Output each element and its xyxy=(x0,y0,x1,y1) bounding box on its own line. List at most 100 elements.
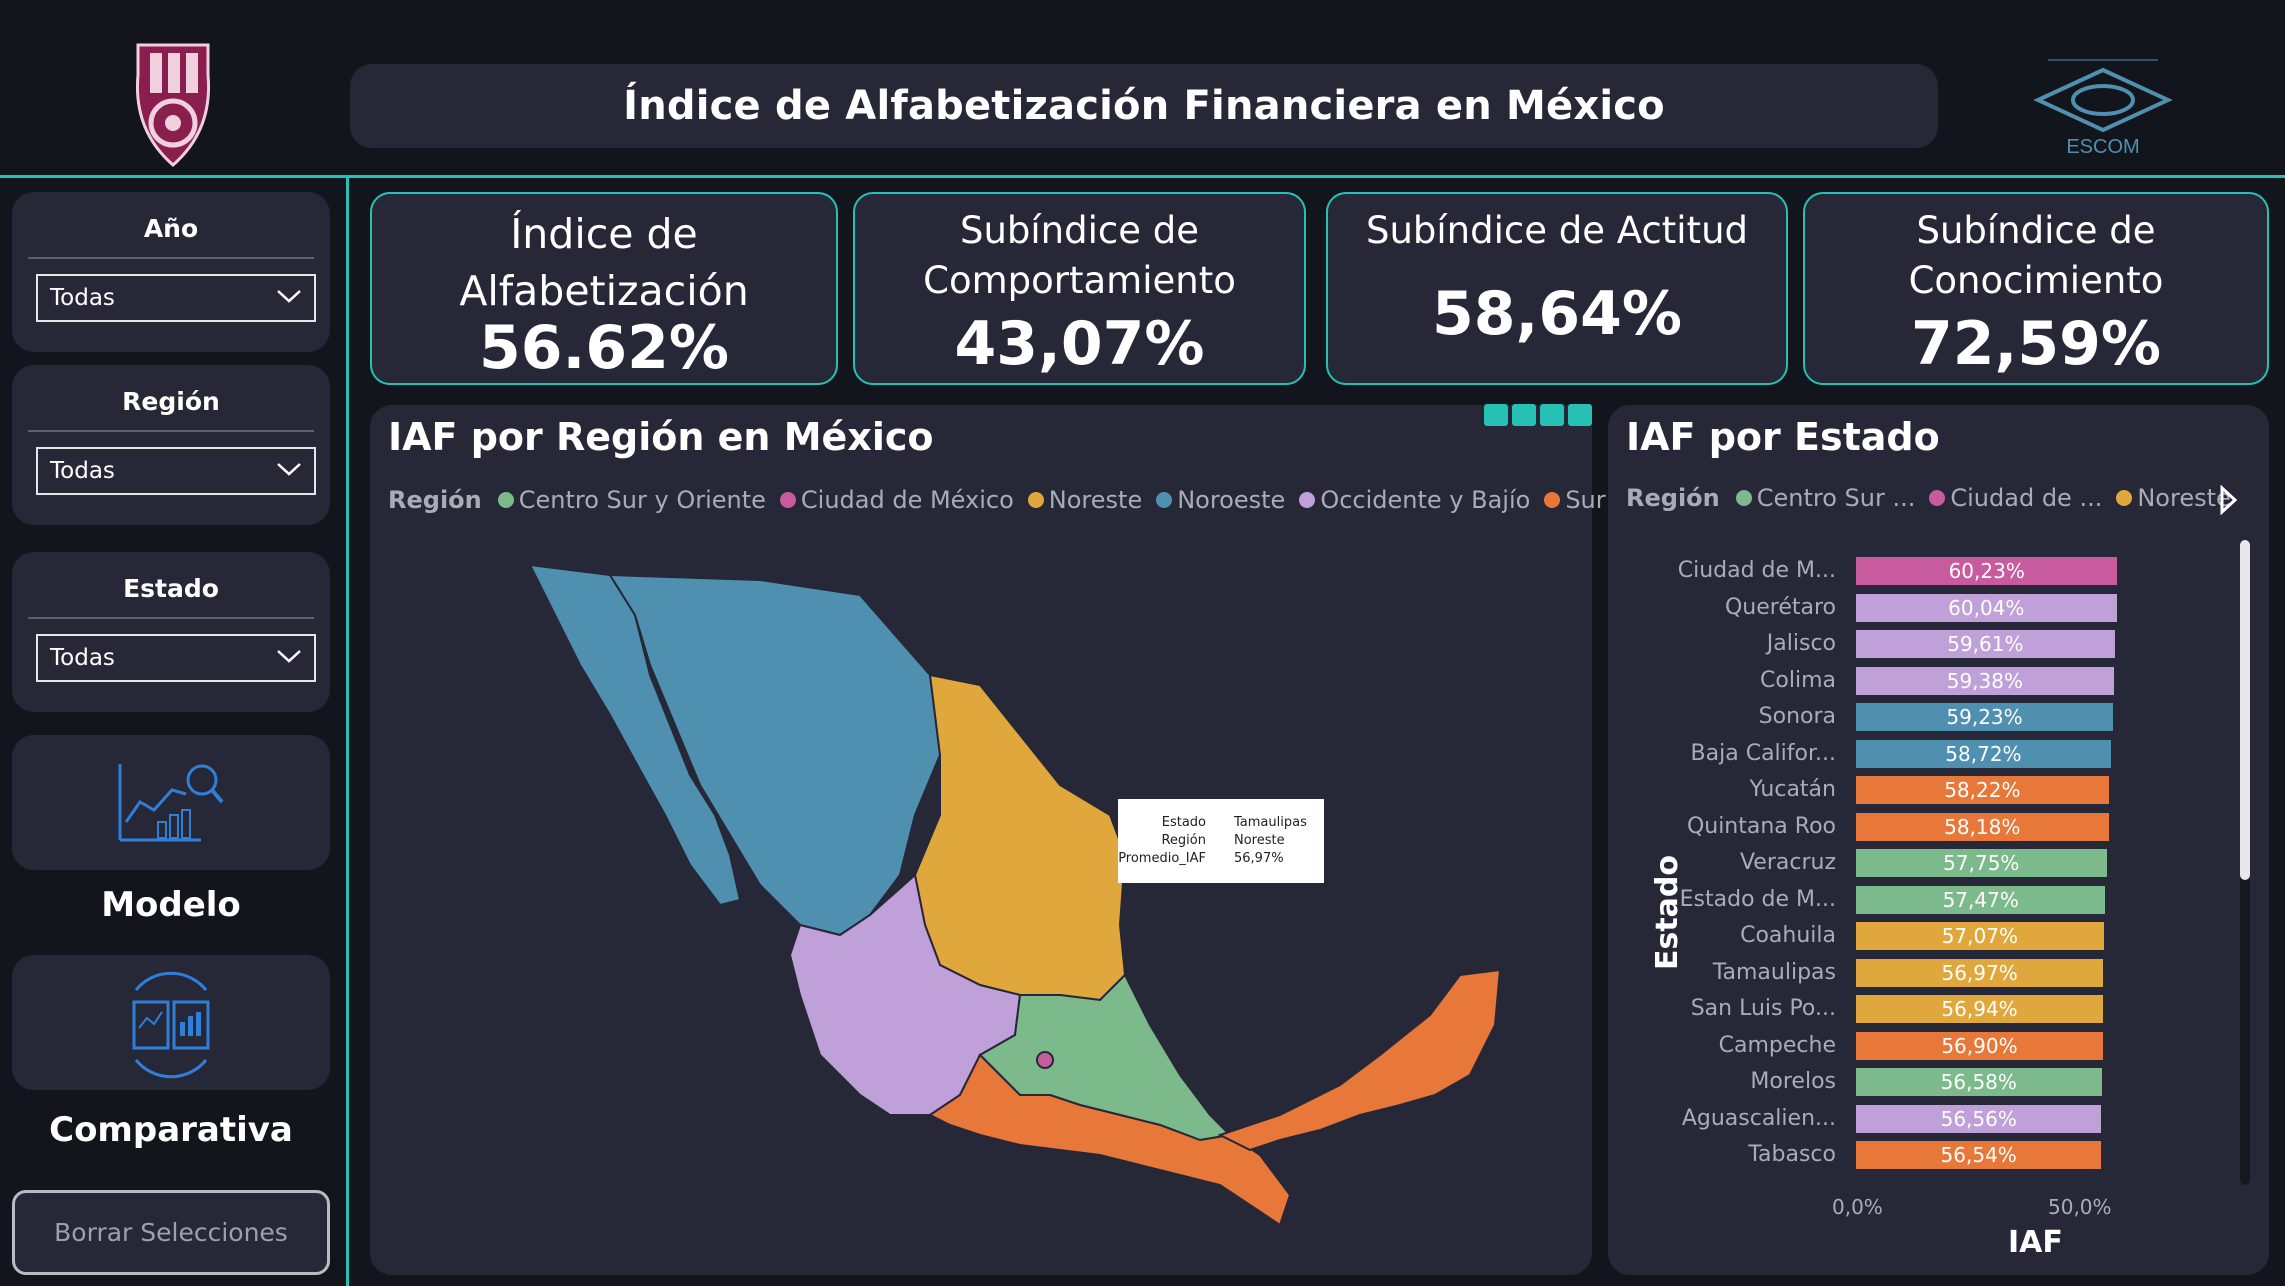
bar-mark[interactable] xyxy=(1856,739,2111,768)
legend-item[interactable]: Sur xyxy=(1544,486,1606,514)
bar-category-label: Aguascalien... xyxy=(1681,1105,1836,1131)
map-legend: Región Centro Sur y Oriente Ciudad de Mé… xyxy=(388,486,1620,514)
tooltip-key: Región xyxy=(1161,833,1206,848)
bar-value-label: 58,22% xyxy=(1944,778,2021,802)
filter-region-card: Región Todas xyxy=(12,365,330,525)
map-title: IAF por Región en México xyxy=(388,415,934,459)
bar-category-label: Sonora xyxy=(1758,704,1836,729)
bar-mark[interactable] xyxy=(1856,776,2109,804)
tooltip-value: Noreste xyxy=(1234,833,1285,848)
kpi-value: 72,59% xyxy=(1911,309,2161,379)
bar-value-label: 56,90% xyxy=(1941,1033,2018,1058)
chevron-down-icon xyxy=(277,463,301,476)
escom-logo: ESCOM xyxy=(2028,50,2178,160)
bar-category-label: Ciudad de M... xyxy=(1677,558,1836,583)
region-dropdown-value: Todas xyxy=(50,458,115,484)
kpi-label: Comportamiento xyxy=(923,259,1236,302)
filter-divider xyxy=(28,430,314,432)
bar-chart-scrollbar[interactable] xyxy=(2240,540,2250,1185)
bar-category-label: Yucatán xyxy=(1749,777,1837,802)
legend-item[interactable]: Centro Sur y Oriente xyxy=(497,486,766,514)
bar-value-label: 56,54% xyxy=(1940,1143,2017,1167)
legend-item[interactable]: Noreste xyxy=(2116,484,2231,512)
year-dropdown[interactable]: Todas xyxy=(36,274,316,322)
more-options-icon[interactable] xyxy=(1568,404,1592,426)
expand-icon[interactable] xyxy=(1540,404,1564,426)
region-dropdown[interactable]: Todas xyxy=(36,447,316,495)
state-dropdown-value: Todas xyxy=(50,645,115,671)
bar-mark[interactable] xyxy=(1856,995,2104,1023)
bar-mark[interactable] xyxy=(1856,1031,2103,1060)
map-tooltip: Estado Tamaulipas Región Noreste Promedio_… xyxy=(1118,799,1324,883)
legend-label: Ciudad de ... xyxy=(1950,484,2103,512)
bar-mark[interactable] xyxy=(1856,703,2114,731)
bar-mark[interactable] xyxy=(1856,1141,2102,1169)
legend-next-icon[interactable] xyxy=(2218,485,2238,515)
bar-mark[interactable] xyxy=(1856,593,2117,622)
scrollbar-thumb[interactable] xyxy=(2240,540,2250,880)
map-region-noreste xyxy=(913,673,1127,1002)
map-region-sur xyxy=(1217,968,1502,1152)
bar-mark[interactable] xyxy=(1856,557,2118,585)
ipn-logo xyxy=(118,35,228,170)
map-region-sur xyxy=(928,1053,1292,1227)
state-dropdown[interactable]: Todas xyxy=(36,634,316,682)
kpi-value: 56.62% xyxy=(479,313,729,383)
legend-item[interactable]: Centro Sur ... xyxy=(1735,484,1915,512)
bar-mark[interactable] xyxy=(1856,958,2104,987)
bar-value-label: 60,04% xyxy=(1948,595,2025,620)
filter-icon[interactable] xyxy=(1512,404,1536,426)
map-region-cdmx xyxy=(1036,1051,1054,1069)
bar-category-label: Jalisco xyxy=(1766,631,1836,656)
legend-item[interactable]: Occidente y Bajío xyxy=(1299,486,1530,514)
bar-value-label: 60,23% xyxy=(1948,559,2025,583)
bar-mark[interactable] xyxy=(1856,812,2109,841)
tooltip-value: 56,97% xyxy=(1234,851,1284,866)
kpi-label: Índice de xyxy=(510,210,698,258)
year-dropdown-value: Todas xyxy=(50,285,115,311)
legend-dot xyxy=(1735,490,1752,506)
bar-value-label: 56,58% xyxy=(1940,1070,2017,1094)
x-tick-label: 50,0% xyxy=(2048,1195,2112,1219)
bar-mark[interactable] xyxy=(1856,1068,2102,1096)
bar-category-label: Morelos xyxy=(1750,1069,1836,1094)
bar-mark[interactable] xyxy=(1856,922,2104,950)
legend-label: Noreste xyxy=(2137,484,2231,512)
bar-category-label: Quintana Roo xyxy=(1686,813,1836,839)
comparison-reports-icon xyxy=(132,971,210,1079)
bar-category-label: Baja Califor... xyxy=(1690,740,1836,766)
mexico-region-map[interactable] xyxy=(460,555,1520,1235)
bar-mark[interactable] xyxy=(1856,849,2107,877)
page-title: Índice de Alfabetización Financiera en M… xyxy=(623,83,1665,129)
filter-year-title: Año xyxy=(143,214,199,243)
filter-region-title: Región xyxy=(122,387,220,416)
bar-category-label: Colima xyxy=(1760,667,1836,693)
bar-mark[interactable] xyxy=(1856,666,2114,695)
escom-logo-text: ESCOM xyxy=(2066,136,2139,158)
bar-mark[interactable] xyxy=(1856,630,2115,658)
legend-label: Ciudad de México xyxy=(800,486,1014,514)
bar-value-label: 56,94% xyxy=(1941,997,2018,1021)
legend-item[interactable]: Ciudad de ... xyxy=(1929,484,2102,512)
bar-category-label: Coahuila xyxy=(1740,923,1836,948)
bar-mark[interactable] xyxy=(1856,1104,2102,1133)
legend-label: Noreste xyxy=(1048,486,1143,514)
x-axis-title: IAF xyxy=(2008,1225,2063,1260)
map-region-noroeste xyxy=(528,563,742,907)
legend-dot xyxy=(497,492,514,508)
bar-value-label: 58,18% xyxy=(1944,814,2021,839)
comparativa-nav-button[interactable] xyxy=(12,955,330,1090)
modelo-nav-button[interactable] xyxy=(12,735,330,870)
legend-dot xyxy=(1027,492,1044,508)
legend-item[interactable]: Noreste xyxy=(1027,486,1143,514)
legend-item[interactable]: Noroeste xyxy=(1156,486,1285,514)
modelo-label[interactable]: Modelo xyxy=(101,885,241,925)
focus-mode-icon[interactable] xyxy=(1484,404,1508,426)
legend-item[interactable]: Ciudad de México xyxy=(779,486,1014,514)
bar-mark[interactable] xyxy=(1856,885,2106,914)
clear-selections-button[interactable]: Borrar Selecciones xyxy=(12,1190,330,1275)
kpi-label: Subíndice de xyxy=(959,209,1200,252)
comparativa-label[interactable]: Comparativa xyxy=(49,1110,293,1150)
legend-label: Centro Sur y Oriente xyxy=(518,486,766,514)
legend-dot xyxy=(2116,490,2133,506)
